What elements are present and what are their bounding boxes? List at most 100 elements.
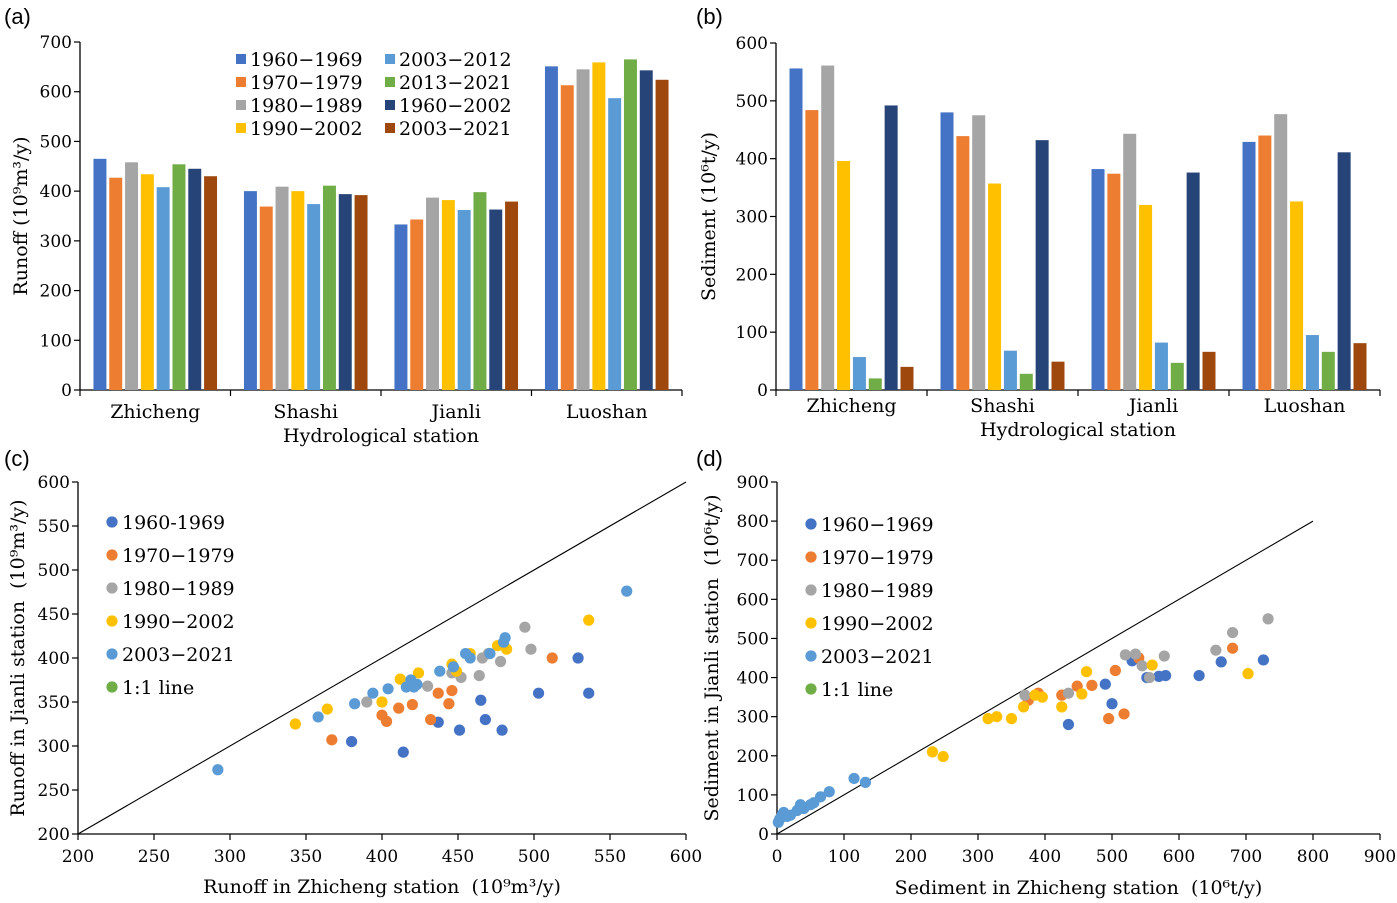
bar — [972, 115, 986, 391]
scatter-point — [583, 614, 595, 626]
scatter-point — [393, 702, 405, 714]
scatter-point — [1210, 644, 1222, 656]
legend-label: 1:1 line — [122, 677, 194, 699]
legend-label: 2003−2021 — [399, 118, 512, 140]
scatter-point — [1062, 718, 1075, 731]
legend-swatch — [385, 123, 395, 133]
bar — [1019, 373, 1033, 390]
bar — [243, 191, 257, 390]
y-tick-label: 450 — [38, 605, 70, 625]
legend-marker — [805, 518, 817, 530]
scatter-point — [1080, 666, 1093, 678]
bar — [1290, 201, 1304, 390]
bar — [1242, 141, 1256, 390]
y-tick-label: 600 — [38, 473, 70, 493]
y-tick-label: 600 — [737, 590, 769, 610]
scatter-point — [397, 746, 409, 758]
category-label: Shashi — [273, 401, 338, 423]
scatter-point — [1136, 660, 1148, 672]
scatter-point — [484, 648, 496, 660]
x-tick-label: 500 — [1096, 847, 1128, 867]
bar — [576, 69, 590, 390]
chart-panel-b: 0 100 200 300 400 500 600 Zhicheng Shashi Jianli L… — [698, 34, 1381, 441]
y-tick-label: 500 — [38, 561, 70, 581]
scatter-point — [1036, 691, 1048, 703]
bar — [560, 85, 574, 390]
category-label: Jianli — [430, 401, 481, 423]
x-tick-label: 200 — [62, 847, 94, 867]
scatter-point — [1262, 613, 1274, 625]
y-tick-label: 400 — [38, 649, 70, 669]
legend-label: 1980−1989 — [122, 578, 235, 600]
panel-letter-d: (d) — [696, 446, 723, 471]
y-tick-label: 0 — [757, 381, 768, 401]
scatter-point — [346, 736, 358, 748]
bar — [1202, 351, 1216, 390]
y-tick-label: 700 — [737, 551, 769, 571]
bar — [291, 191, 305, 390]
bar — [1186, 172, 1200, 390]
bar — [821, 65, 835, 391]
scatter-point — [464, 652, 476, 664]
chart-panel-d: 0 100 200 300 400 500 600 700 800 900 0 100 200 300 40… — [701, 473, 1396, 899]
bar — [1123, 133, 1137, 390]
bar — [93, 158, 107, 390]
legend-marker — [106, 549, 118, 561]
scatter-point — [494, 655, 507, 668]
bar — [805, 110, 819, 390]
scatter-point — [1193, 670, 1205, 682]
scatter-point — [499, 632, 511, 644]
y-tick-label: 400 — [40, 182, 72, 202]
legend-label: 1980−1989 — [250, 95, 363, 117]
x-tick-label: 450 — [442, 847, 474, 867]
x-tick-label: 500 — [518, 847, 550, 867]
bar — [988, 183, 1002, 390]
scatter-point — [361, 696, 373, 708]
scatter-point — [453, 724, 466, 736]
legend-label: 1990−2002 — [821, 613, 934, 635]
y-tick-label: 500 — [737, 629, 769, 649]
bar — [505, 201, 519, 390]
scatter-point — [376, 696, 388, 708]
bar — [1170, 362, 1184, 390]
legend-marker — [106, 582, 118, 594]
bar — [1337, 152, 1351, 390]
bar — [837, 160, 851, 390]
y-axis-title: Sediment in Jianli station (10⁶t/y) — [701, 494, 723, 821]
y-tick-label: 800 — [737, 512, 769, 532]
scatter-point — [1227, 642, 1239, 654]
bar — [172, 164, 186, 390]
x-tick-label: 300 — [214, 847, 246, 867]
x-axis-title: Sediment in Zhicheng station (10⁶t/y) — [895, 877, 1263, 899]
one-to-one-line — [77, 481, 687, 835]
scatter-point — [321, 703, 333, 715]
scatter-point — [1076, 688, 1088, 700]
scatter-point — [432, 687, 444, 699]
x-axis-title: Hydrological station — [980, 419, 1176, 441]
bar — [639, 70, 653, 390]
scatter-point — [848, 772, 860, 785]
scatter-point — [823, 786, 835, 798]
bar — [1107, 173, 1121, 390]
bar — [410, 219, 424, 390]
legend-label: 1980−1989 — [821, 580, 934, 602]
bar — [489, 209, 503, 390]
scatter-point — [991, 711, 1003, 723]
panel-letter-c: (c) — [4, 446, 30, 471]
scatter-point — [583, 687, 595, 699]
scatter-point — [446, 684, 458, 697]
scatter-point — [1146, 659, 1158, 671]
scatter-point — [859, 776, 872, 788]
bar — [441, 200, 455, 390]
bar — [394, 224, 408, 390]
chart-panel-a: 0 100 200 300 400 500 600 700 Zhicheng Shashi Jian… — [10, 33, 683, 447]
category-label: Zhicheng — [806, 395, 896, 417]
x-tick-label: 800 — [1297, 847, 1329, 867]
legend-label: 1960−2002 — [399, 95, 512, 117]
legend-label: 1970−1979 — [250, 72, 363, 94]
legend-marker — [106, 516, 118, 528]
scatter-point — [422, 680, 434, 692]
y-tick-label: 100 — [737, 786, 769, 806]
bar — [1091, 169, 1105, 390]
legend-label: 1960−1969 — [821, 514, 934, 536]
